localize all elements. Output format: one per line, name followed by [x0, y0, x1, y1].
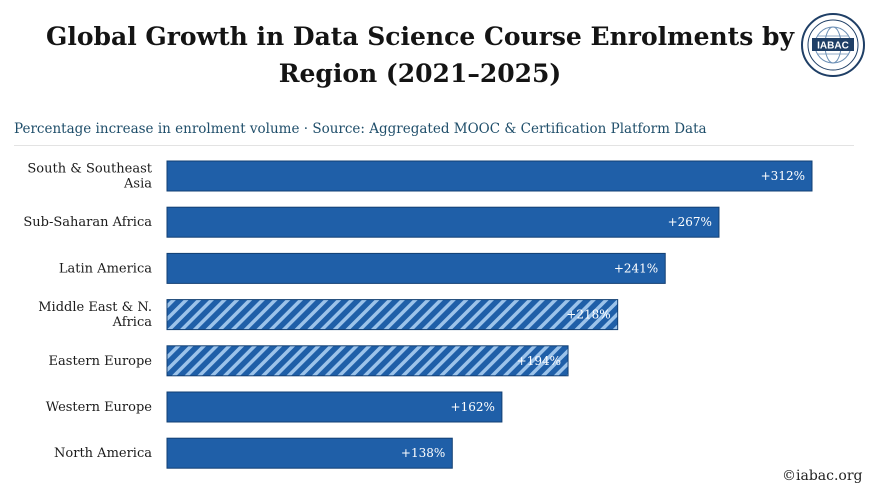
category-label: Middle East & N. Africa — [38, 300, 152, 330]
bar-value-label: +162% — [451, 400, 495, 414]
bar-5 — [166, 345, 569, 377]
bar-3 — [166, 252, 666, 284]
bar-value-label: +267% — [668, 215, 712, 229]
category-label: Western Europe — [46, 400, 153, 415]
logo-text: IABAC — [817, 41, 849, 52]
category-label-line: Western Europe — [46, 400, 153, 415]
footer-credit: ©iabac.org — [782, 468, 863, 484]
chart-title: Global Growth in Data Science Course Enr… — [46, 22, 794, 88]
category-label: North America — [54, 446, 152, 461]
category-label: Latin America — [59, 261, 152, 276]
bar-1 — [166, 160, 813, 192]
category-label-line: Middle East & N. — [38, 300, 152, 315]
iabac-logo: IABAC — [800, 12, 866, 78]
bar-value-label: +194% — [517, 354, 561, 368]
category-label-line: Latin America — [59, 261, 152, 276]
bar-7 — [166, 437, 453, 469]
chart-subtitle: Percentage increase in enrolment volume … — [14, 121, 707, 137]
category-label-line: Sub-Saharan Africa — [23, 215, 152, 230]
bar-4 — [166, 299, 619, 331]
category-label: Sub-Saharan Africa — [23, 215, 152, 230]
bar-value-label: +312% — [761, 169, 805, 183]
category-label-line: Asia — [123, 177, 152, 192]
bar-value-label: +241% — [614, 261, 658, 275]
category-label-line: Eastern Europe — [49, 354, 153, 369]
subtitle-divider — [14, 145, 854, 146]
category-label: South & Southeast Asia — [27, 162, 152, 192]
bar-2 — [166, 206, 720, 238]
bar-6 — [166, 391, 503, 423]
category-label-line: North America — [54, 446, 152, 461]
bar-value-label: +138% — [401, 446, 445, 460]
category-label: Eastern Europe — [49, 354, 153, 369]
category-label-line: Africa — [112, 315, 153, 330]
globe-seal-icon: IABAC — [801, 13, 865, 77]
bar-value-label: +218% — [566, 308, 610, 322]
category-label-line: South & Southeast — [27, 162, 152, 177]
